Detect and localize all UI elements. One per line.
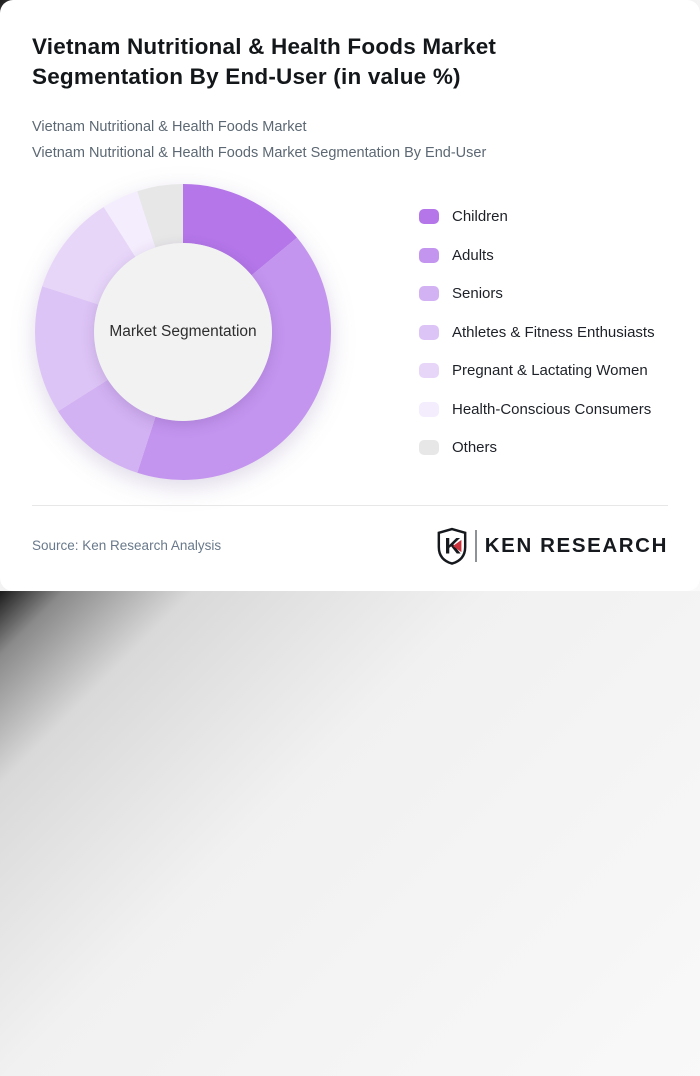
chart-subtitle: Vietnam Nutritional & Health Foods Marke… [32,114,652,166]
legend-swatch [419,209,439,224]
legend-item-athletes-fitness-enthusiasts[interactable]: Athletes & Fitness Enthusiasts [419,325,655,340]
donut-center-label: Market Segmentation [94,243,272,421]
legend-label: Children [452,208,508,225]
logo-shield-icon: K [436,527,468,565]
legend-label: Athletes & Fitness Enthusiasts [452,324,655,341]
chart-legend: Children Adults Seniors Athletes & Fitness … [419,209,655,479]
source-note: Source: Ken Research Analysis [32,538,221,553]
legend-item-adults[interactable]: Adults [419,248,655,263]
legend-label: Adults [452,247,494,264]
legend-label: Seniors [452,285,503,302]
title-line-1: Vietnam Nutritional & Health Foods Marke… [32,32,592,62]
legend-swatch [419,325,439,340]
legend-swatch [419,286,439,301]
legend-item-others[interactable]: Others [419,440,655,455]
legend-swatch [419,248,439,263]
legend-item-children[interactable]: Children [419,209,655,224]
logo-wordmark: KEN RESEARCH [485,534,668,558]
logo-separator [475,530,477,562]
donut-chart[interactable]: Market Segmentation [23,172,343,492]
ken-research-logo: K KEN RESEARCH [436,527,668,565]
subtitle-line-2: Vietnam Nutritional & Health Foods Marke… [32,140,652,166]
title-line-2: Segmentation By End-User (in value %) [32,62,592,92]
page-title: Vietnam Nutritional & Health Foods Marke… [32,32,592,92]
legend-item-health-conscious-consumers[interactable]: Health-Conscious Consumers [419,402,655,417]
legend-label: Health-Conscious Consumers [452,401,651,418]
legend-swatch [419,440,439,455]
legend-label: Pregnant & Lactating Women [452,362,648,379]
footer-divider [32,505,668,506]
legend-swatch [419,402,439,417]
legend-item-seniors[interactable]: Seniors [419,286,655,301]
subtitle-line-1: Vietnam Nutritional & Health Foods Marke… [32,114,652,140]
infographic-card: Vietnam Nutritional & Health Foods Marke… [0,0,700,591]
legend-label: Others [452,439,497,456]
legend-item-pregnant-lactating-women[interactable]: Pregnant & Lactating Women [419,363,655,378]
legend-swatch [419,363,439,378]
